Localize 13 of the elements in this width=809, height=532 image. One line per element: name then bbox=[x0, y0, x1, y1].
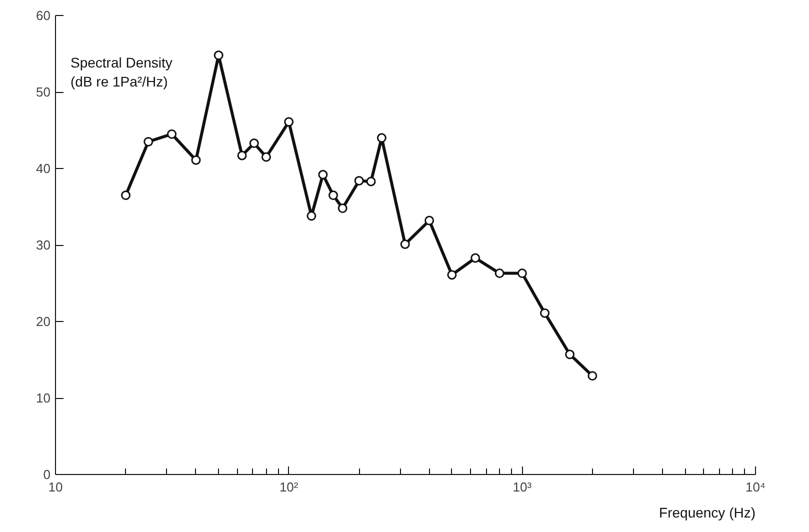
y-tick-label: 30 bbox=[36, 238, 51, 252]
x-tick-label: 10 bbox=[48, 480, 63, 494]
x-tick-label: 10⁴ bbox=[745, 480, 766, 494]
y-tick-label: 40 bbox=[36, 161, 51, 176]
x-axis-title: Frequency (Hz) bbox=[659, 504, 756, 520]
x-tick-label: 10³ bbox=[512, 480, 532, 494]
y-tick-label: 10 bbox=[36, 390, 51, 406]
y-tick-label: 20 bbox=[36, 314, 51, 329]
y-tick-label: 0 bbox=[43, 467, 51, 482]
y-axis-title: Spectral Density (dB re 1Pa²/Hz) bbox=[70, 54, 172, 90]
y-tick-label: 50 bbox=[36, 84, 51, 100]
y-tick-label: 60 bbox=[36, 8, 51, 23]
x-tick-label: 10² bbox=[279, 480, 299, 494]
